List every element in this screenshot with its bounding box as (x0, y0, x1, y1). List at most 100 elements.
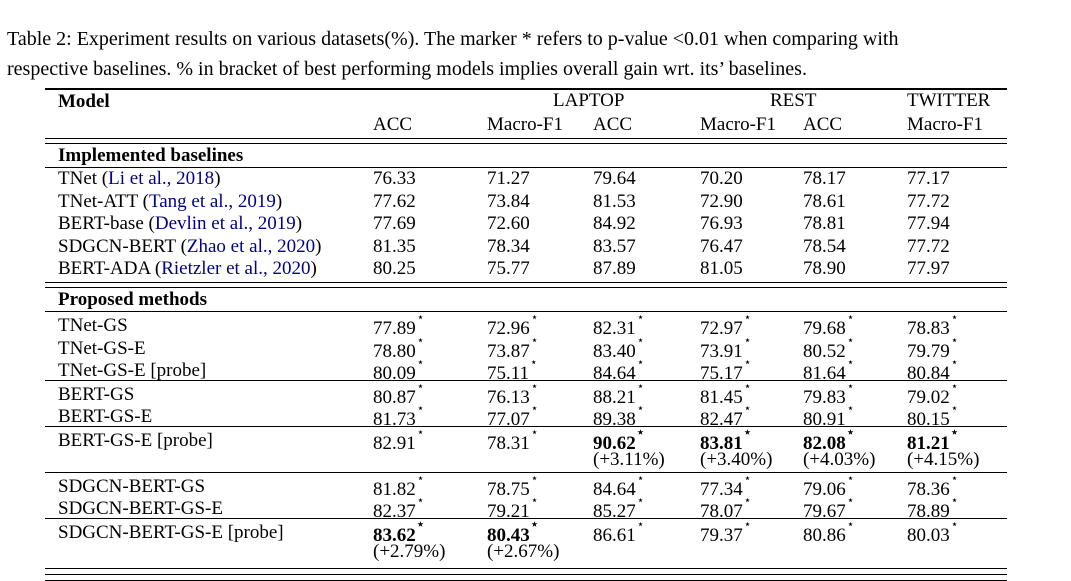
column-subheader-0: ACC (373, 114, 413, 136)
section-title: Implemented baselines (58, 144, 244, 166)
model-name-cell: BERT-GS-E [probe] (58, 429, 213, 451)
metric-value: 78.34 (487, 235, 530, 257)
value-cell: 77.17 (907, 168, 1007, 190)
significance-star: ⋆ (636, 401, 645, 415)
metric-value: 82.37⋆ (373, 493, 425, 523)
value-cell: 81.53 (593, 191, 700, 213)
value-cell: 78.07⋆ (700, 493, 803, 523)
citation-link[interactable]: Rietzler et al., 2020 (161, 258, 311, 280)
metric-value: 81.21⋆ (907, 424, 959, 454)
significance-star: ⋆ (530, 378, 539, 393)
metric-value: 80.03⋆ (907, 516, 959, 546)
citation-link[interactable]: Tang et al., 2019 (148, 190, 276, 212)
table-row: BERT-base (Devlin et al., 2019) 77.69 72.6… (45, 213, 1007, 236)
metric-value: 78.80⋆ (373, 332, 425, 362)
value-cell: 80.52⋆ (803, 332, 907, 363)
metric-value: 87.89 (593, 258, 636, 280)
metric-value: 84.64⋆ (593, 470, 645, 500)
metric-value: 84.92 (593, 213, 636, 235)
significance-star: ⋆ (846, 401, 855, 415)
column-subheader-2: ACC (593, 114, 633, 136)
value-cell: 77.62 (373, 191, 487, 213)
metric-value: 78.31⋆ (487, 424, 539, 454)
value-cell: 70.20 (700, 168, 803, 190)
value-cell: 78.54 (803, 236, 907, 258)
gain-value: (+3.40%) (700, 449, 773, 471)
value-cell: 78.31⋆ (487, 424, 593, 455)
value-cell: 82.31⋆ (593, 310, 700, 340)
significance-star: ⋆ (743, 493, 752, 507)
citation-link[interactable]: Devlin et al., 2019 (154, 213, 296, 235)
value-cell: 78.34 (487, 236, 593, 258)
gain-row: (+3.11%) (+3.40%) (+4.03%) (+4.15%) (45, 449, 1007, 472)
metric-value: 70.20 (700, 168, 743, 190)
value-cell: 78.75⋆ (487, 471, 593, 501)
value-cell: 83.57 (593, 236, 700, 258)
value-cell: 76.93 (700, 213, 803, 235)
value-cell: 78.36⋆ (907, 470, 1007, 501)
metric-value: 79.21⋆ (487, 493, 539, 523)
citation-link[interactable]: Zhao et al., 2020 (186, 235, 316, 257)
value-cell: 79.64 (593, 168, 700, 190)
metric-value: 78.89⋆ (907, 493, 959, 523)
value-cell: 76.33 (373, 168, 487, 190)
value-cell: 78.83⋆ (907, 310, 1007, 340)
metric-value: 72.97⋆ (700, 310, 752, 340)
value-cell: 76.13⋆ (487, 378, 593, 409)
table-row: TNet-GS-E 78.80⋆ 73.87⋆ 83.40⋆ 73.91⋆ 80.52⋆ 7… (45, 333, 1007, 362)
metric-value: 71.27 (487, 168, 530, 190)
significance-star: ⋆ (636, 493, 645, 507)
significance-star: ⋆ (636, 516, 645, 531)
significance-star: ⋆ (636, 424, 645, 439)
table-rule (45, 579, 1007, 581)
significance-star: ⋆ (636, 332, 645, 347)
metric-value: 80.91⋆ (803, 401, 855, 431)
metric-value: 81.35 (373, 235, 416, 257)
metric-value: 79.37⋆ (700, 516, 752, 546)
value-cell: 84.64⋆ (593, 470, 700, 501)
value-cell: 78.89⋆ (907, 493, 1007, 523)
metric-value: 81.53 (593, 190, 636, 212)
section-title: Proposed methods (58, 288, 208, 310)
column-header-model: Model (58, 91, 110, 112)
table-row: TNet (Li et al., 2018) 76.33 71.27 79.64 70.… (45, 168, 1007, 191)
value-cell: 77.89⋆ (373, 310, 487, 340)
value-cell: 79.67⋆ (803, 493, 907, 523)
significance-star: ⋆ (846, 424, 855, 439)
significance-star: ⋆ (950, 424, 959, 439)
metric-value: 76.93 (700, 213, 743, 235)
metric-value: 78.36⋆ (907, 470, 959, 500)
gain-value: (+3.11%) (593, 449, 665, 471)
table-row: SDGCN-BERT-GS-E 82.37⋆ 79.21⋆ 85.27⋆ 78.07⋆ 7… (45, 493, 1007, 522)
gain-value: (+4.03%) (803, 449, 876, 471)
section-title-row: Implemented baselines (45, 145, 1007, 168)
value-cell: 80.09⋆ (373, 355, 487, 385)
model-name-cell: TNet-GS-E (58, 337, 146, 359)
significance-star: ⋆ (530, 493, 539, 507)
metric-value: 78.54 (803, 235, 846, 257)
value-cell: 75.17⋆ (700, 355, 803, 385)
citation-link[interactable]: Li et al., 2018 (108, 168, 215, 190)
value-cell: 87.89 (593, 258, 700, 280)
metric-value: 76.13⋆ (487, 378, 539, 408)
gain-row: (+2.79%) (+2.67%) (45, 541, 1007, 564)
significance-star: ⋆ (416, 332, 425, 347)
significance-star: ⋆ (530, 424, 539, 439)
value-cell: 83.40⋆ (593, 332, 700, 363)
model-name-cell: BERT-GS (58, 383, 135, 405)
value-cell: 82.91⋆ (373, 425, 487, 455)
metric-value: 79.64 (593, 168, 636, 190)
value-cell: 77.07⋆ (487, 401, 593, 431)
value-cell: 77.72 (907, 236, 1007, 258)
table-rule (45, 567, 1007, 569)
metric-value: 80.15⋆ (907, 401, 959, 431)
table-row: TNet-GS 77.89⋆ 72.96⋆ 82.31⋆ 72.97⋆ 79.68⋆ 78.… (45, 310, 1007, 339)
metric-value: 89.38⋆ (593, 401, 645, 431)
metric-value: 80.84⋆ (907, 355, 959, 385)
column-subheader-4: ACC (803, 114, 843, 136)
metric-value: 82.47⋆ (700, 401, 752, 431)
double-rule (45, 137, 1007, 144)
metric-value: 83.40⋆ (593, 332, 645, 362)
significance-star: ⋆ (846, 332, 855, 347)
table-row: SDGCN-BERT-GS 81.82⋆ 78.75⋆ 84.64⋆ 77.34⋆ 79.… (45, 471, 1007, 500)
